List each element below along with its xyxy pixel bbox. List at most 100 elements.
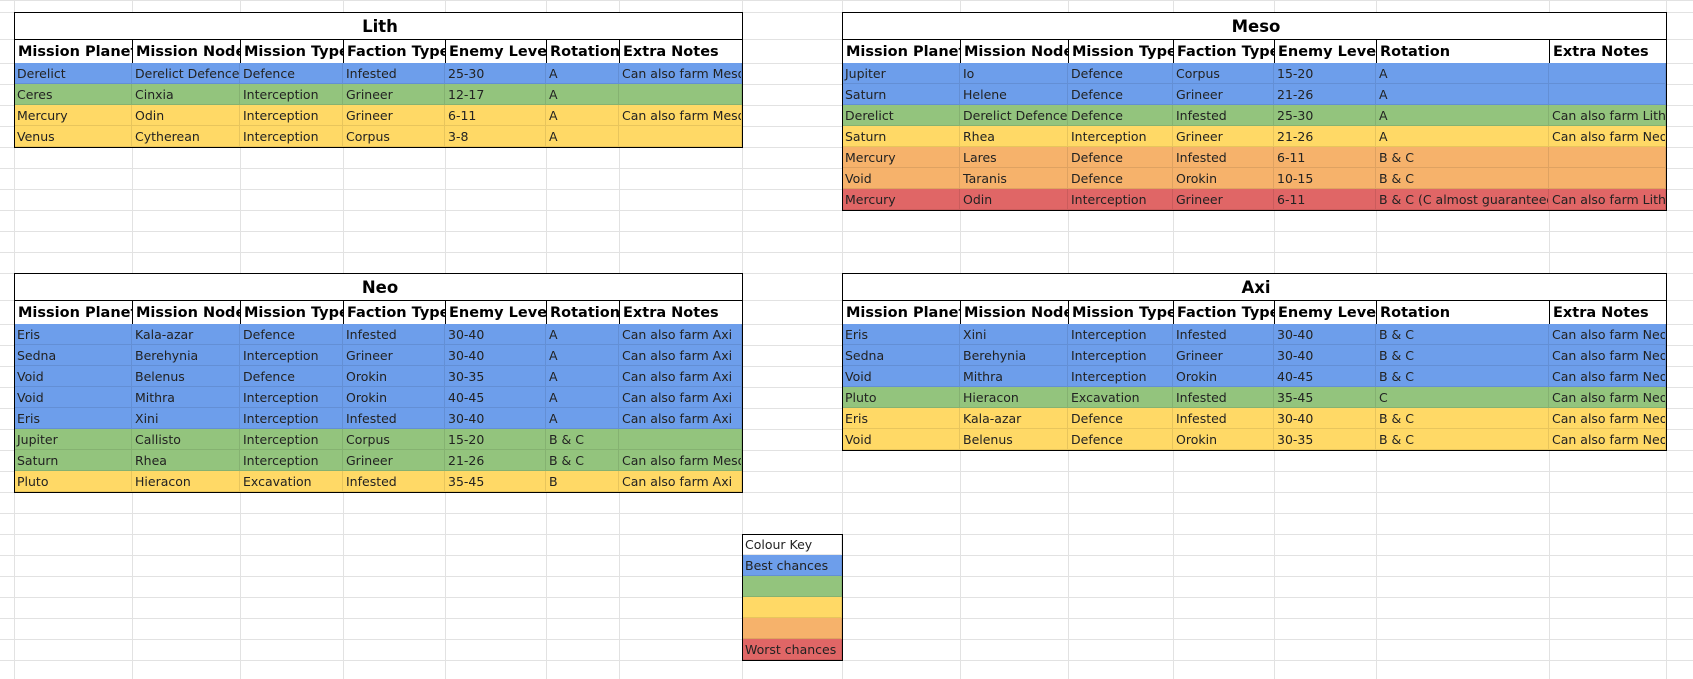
table-cell: Void [14, 387, 132, 408]
table-cell: B & C [1376, 168, 1549, 189]
table-cell: Grineer [343, 84, 445, 105]
column-header: Mission Planet [842, 39, 961, 64]
table-cell: Infested [343, 471, 445, 492]
table-cell: Void [842, 429, 960, 450]
table-cell: Eris [14, 324, 132, 345]
table-cell: Mercury [842, 189, 960, 210]
table-cell: 21-26 [445, 450, 546, 471]
table-cell: 30-35 [445, 366, 546, 387]
table-cell [619, 126, 742, 147]
table-cell: Defence [240, 366, 343, 387]
table-cell: Excavation [240, 471, 343, 492]
table-cell: C [1376, 387, 1549, 408]
table-cell: Defence [1068, 63, 1173, 84]
column-header: Extra Notes [619, 300, 743, 325]
table-cell: Can also farm Lith [1549, 105, 1666, 126]
table-cell: 30-40 [1274, 345, 1376, 366]
table-cell: Can also farm Axi [619, 387, 742, 408]
table-cell: Infested [1173, 324, 1274, 345]
table-cell: B & C [1376, 366, 1549, 387]
table-cell: A [546, 345, 619, 366]
table-cell: 30-40 [445, 408, 546, 429]
grid-line [0, 231, 1693, 232]
table-cell: Belenus [132, 366, 240, 387]
table-cell: B [546, 471, 619, 492]
table-cell: Lares [960, 147, 1068, 168]
table-cell: 21-26 [1274, 126, 1376, 147]
table-cell: 12-17 [445, 84, 546, 105]
table-cell: Interception [240, 429, 343, 450]
table-cell: Xini [960, 324, 1068, 345]
table-cell: B & C (C almost guaranteed) [1376, 189, 1549, 210]
table-cell: 10-15 [1274, 168, 1376, 189]
key-title: Colour Key [742, 534, 842, 555]
table-cell: Corpus [343, 126, 445, 147]
grid-line [0, 618, 1693, 619]
table-cell: Grineer [1173, 126, 1274, 147]
table-cell: Pluto [14, 471, 132, 492]
column-header: Mission Planet [842, 300, 961, 325]
table-title: Lith [14, 12, 743, 40]
column-header: Faction Type [343, 300, 446, 325]
table-cell: 40-45 [445, 387, 546, 408]
table-cell: Void [842, 366, 960, 387]
table-cell: A [546, 126, 619, 147]
table-cell: B & C [546, 429, 619, 450]
table-cell: Interception [1068, 126, 1173, 147]
table-cell: Belenus [960, 429, 1068, 450]
table-cell: Io [960, 63, 1068, 84]
column-header: Mission Node [132, 300, 241, 325]
table-cell: Excavation [1068, 387, 1173, 408]
table-cell: A [546, 105, 619, 126]
table-cell [1549, 84, 1666, 105]
table-title: Meso [842, 12, 1667, 40]
table-cell: 25-30 [1274, 105, 1376, 126]
table-cell: Taranis [960, 168, 1068, 189]
table-cell: Mercury [842, 147, 960, 168]
table-cell: Cytherean [132, 126, 240, 147]
grid-line [0, 534, 1693, 535]
key-item [742, 597, 842, 618]
table-cell: Interception [240, 84, 343, 105]
column-header: Mission Type [240, 300, 344, 325]
table-cell: Eris [14, 408, 132, 429]
table-cell: Orokin [1173, 168, 1274, 189]
table-cell: Defence [1068, 84, 1173, 105]
table-cell: B & C [1376, 147, 1549, 168]
table-cell: Defence [240, 63, 343, 84]
key-item: Worst chances [742, 639, 842, 660]
table-cell: Infested [343, 63, 445, 84]
grid-line [0, 513, 1693, 514]
grid-line [0, 492, 1693, 493]
table-cell: Kala-azar [960, 408, 1068, 429]
table-cell: A [546, 63, 619, 84]
table-cell: Eris [842, 324, 960, 345]
table-cell: Can also farm Axi [619, 408, 742, 429]
table-cell: Berehynia [960, 345, 1068, 366]
column-header: Mission Type [1068, 300, 1174, 325]
table-cell [1549, 63, 1666, 84]
table-cell: B & C [1376, 345, 1549, 366]
table-cell: 30-35 [1274, 429, 1376, 450]
table-cell: Defence [1068, 408, 1173, 429]
table-cell: Xini [132, 408, 240, 429]
table-cell: Interception [1068, 366, 1173, 387]
column-header: Faction Type [1173, 300, 1275, 325]
table-cell: A [1376, 126, 1549, 147]
table-cell: Odin [960, 189, 1068, 210]
key-item [742, 618, 842, 639]
table-cell: Grineer [1173, 84, 1274, 105]
table-cell: 30-40 [445, 324, 546, 345]
table-cell [1549, 147, 1666, 168]
table-cell: Can also farm Meso [619, 63, 742, 84]
table-cell: Orokin [1173, 429, 1274, 450]
key-item [742, 576, 842, 597]
column-header: Rotation [1376, 39, 1550, 64]
key-item: Best chances [742, 555, 842, 576]
grid-line [0, 639, 1693, 640]
table-cell: Derelict [842, 105, 960, 126]
table-cell: A [546, 324, 619, 345]
table-cell: Saturn [842, 126, 960, 147]
